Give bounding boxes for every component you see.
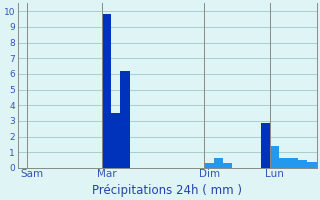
Bar (260, 123, 270, 168)
Bar (270, 146, 279, 168)
Bar (223, 163, 233, 168)
Bar (307, 162, 316, 168)
Bar (279, 158, 289, 168)
Bar (214, 158, 223, 168)
Bar (120, 71, 130, 168)
Bar (289, 158, 298, 168)
X-axis label: Précipitations 24h ( mm ): Précipitations 24h ( mm ) (92, 184, 242, 197)
Bar (204, 163, 214, 168)
Bar (298, 160, 307, 168)
Bar (111, 113, 120, 168)
Bar (102, 14, 111, 168)
